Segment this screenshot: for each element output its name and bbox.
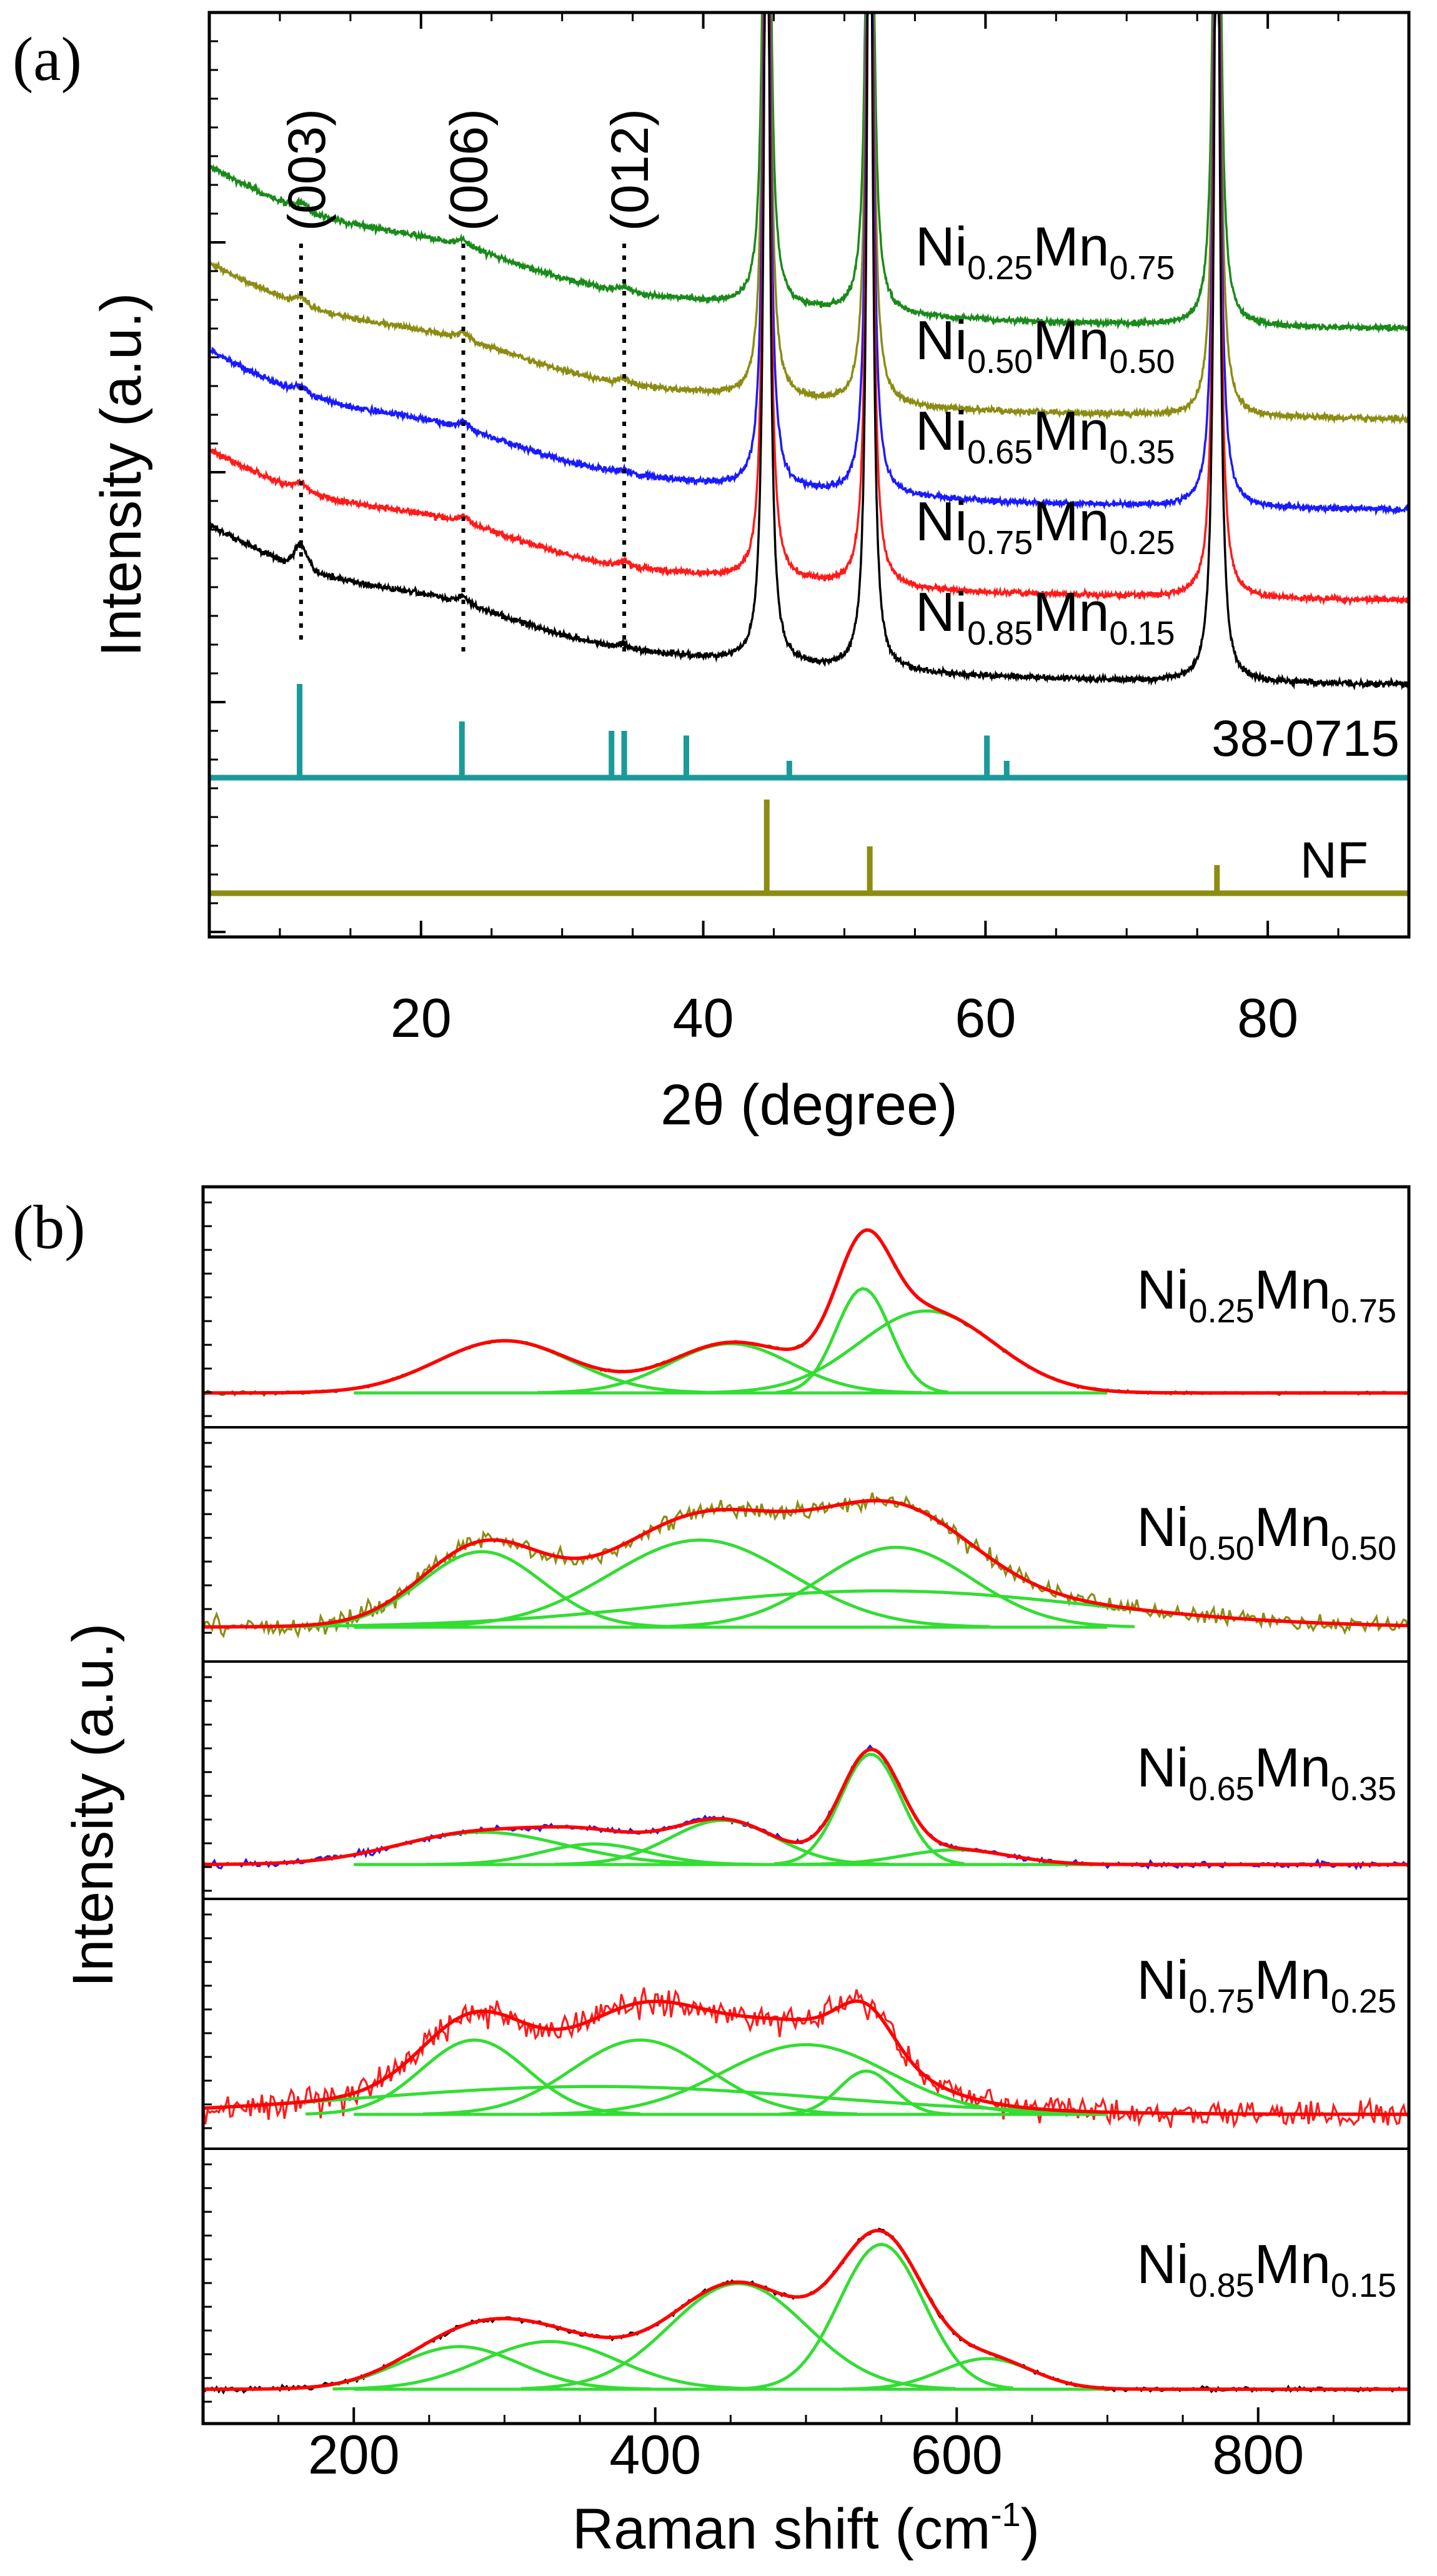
hkl-2-label: (012) (600, 109, 659, 231)
panel-a-label: (a) (12, 24, 82, 94)
panel-b-x-axis-label-end: ) (1021, 2497, 1040, 2561)
raman-series-3-fit (203, 1747, 1409, 1866)
panel-b-y-axis-label: Intensity (a.u.) (61, 1623, 125, 1988)
raman-series-1-component-3 (709, 1309, 1144, 1394)
panel-b-separators (203, 1426, 1409, 2150)
raman-series-1-label: Ni0.25Mn0.75 (1136, 1259, 1396, 1330)
raman-series-2-label: Ni0.50Mn0.50 (1136, 1496, 1396, 1567)
raman-series-3-label: Ni0.65Mn0.35 (1136, 1736, 1396, 1808)
hkl-1-label: (006) (440, 109, 499, 231)
xrd-series-2-label: Ni0.50Mn0.50 (915, 309, 1175, 380)
raman-series-5-component-1 (332, 2340, 767, 2390)
raman-series-4-fit (202, 1999, 1409, 2116)
xrd-series-3-label: Ni0.65Mn0.35 (915, 400, 1175, 471)
raman-series-4-component-3 (779, 2069, 952, 2116)
xrd-series-2-line (209, 11, 1410, 425)
hkl-0-label: (003) (277, 109, 336, 231)
panel-b-label: (b) (12, 1192, 86, 1262)
raman-series-2-fit (202, 1499, 1409, 1629)
a-xtick-label-40: 40 (673, 987, 734, 1049)
xrd-series-5-label: Ni0.85Mn0.15 (915, 581, 1175, 652)
raman-series-2-component-0 (289, 1550, 674, 1628)
reference-patterns-group: 38-0715 NF (209, 684, 1409, 896)
xrd-series-labels: Ni0.25Mn0.75 Ni0.50Mn0.50 Ni0.65Mn0.35 Ni0.… (915, 215, 1175, 652)
b-xtick-label-400: 400 (609, 2424, 701, 2485)
panel-a-ticks: 20 40 60 80 (209, 11, 1410, 1049)
raman-series-5-label: Ni0.85Mn0.15 (1136, 2233, 1396, 2304)
xrd-series-1-line (208, 11, 1410, 334)
raman-series-4-component-1 (423, 2038, 858, 2116)
xrd-series-group (208, 11, 1410, 691)
raman-series-labels: Ni0.25Mn0.75 Ni0.50Mn0.50 Ni0.65Mn0.35 Ni0.… (1136, 1259, 1396, 2304)
xrd-series-1-label: Ni0.25Mn0.75 (915, 215, 1175, 287)
panel-b-x-axis-label: Raman shift (cm-1) (572, 2496, 1040, 2561)
xrd-series-5-line (208, 11, 1410, 691)
raman-series-3-component-2 (554, 1818, 889, 1866)
raman-series-4-data (202, 1987, 1409, 2129)
raman-series-3-component-1 (425, 1842, 761, 1866)
panel-a-axes-frame (207, 11, 1411, 939)
a-xtick-label-80: 80 (1237, 987, 1298, 1049)
raman-series-1-component-2 (776, 1287, 949, 1394)
panel-a-x-axis-label: 2θ (degree) (660, 1073, 958, 1137)
hkl-annotations-group: (003) (006) (012) (277, 109, 659, 653)
raman-series-2-component-2 (655, 1545, 1135, 1628)
raman-series-3-component-3 (774, 1752, 965, 1866)
raman-series-3 (202, 1744, 1409, 1871)
a-xtick-label-60: 60 (955, 987, 1016, 1049)
raman-series-5 (202, 2227, 1409, 2395)
panel-a-xrd-chart: (a) 38-0715 NF (003) (006) (012) 20 40 60 80 N… (12, 11, 1411, 1137)
b-xtick-label-200: 200 (308, 2424, 400, 2485)
xrd-series-3-line (209, 11, 1410, 517)
panel-b-x-axis-label-sup: -1 (991, 2496, 1021, 2534)
raman-series-4-component-0 (306, 2038, 640, 2116)
a-xtick-label-20: 20 (390, 987, 452, 1049)
ref-1-label: NF (1300, 832, 1368, 889)
raman-series-4-component-4 (202, 2084, 1316, 2116)
panel-b-x-axis-label-main: Raman shift (cm (572, 2497, 991, 2561)
panel-b-raman-chart: (b) 200 400 600 800 Ni0.25Mn0.75 Ni0.50Mn0.5… (12, 1185, 1411, 2561)
raman-series-1 (202, 1228, 1409, 1397)
panel-b-ticks: 200 400 600 800 (202, 1201, 1410, 2485)
raman-series-1-fit (203, 1228, 1409, 1395)
raman-series-group (202, 1228, 1410, 2395)
raman-series-2 (202, 1492, 1410, 1639)
raman-series-5-component-3 (746, 2242, 1013, 2390)
panel-a-y-axis-label: Intensity (a.u.) (89, 293, 153, 657)
b-xtick-label-800: 800 (1212, 2424, 1304, 2485)
raman-series-3-component-0 (216, 1830, 746, 1866)
raman-series-4-label: Ni0.75Mn0.25 (1136, 1949, 1396, 2020)
ref-0-label: 38-0715 (1211, 710, 1400, 767)
xrd-series-4-line (209, 11, 1410, 607)
raman-series-4 (202, 1987, 1409, 2129)
xrd-series-4-label: Ni0.75Mn0.25 (915, 490, 1175, 562)
b-xtick-label-600: 600 (911, 2424, 1003, 2485)
raman-series-5-fit (203, 2229, 1409, 2391)
